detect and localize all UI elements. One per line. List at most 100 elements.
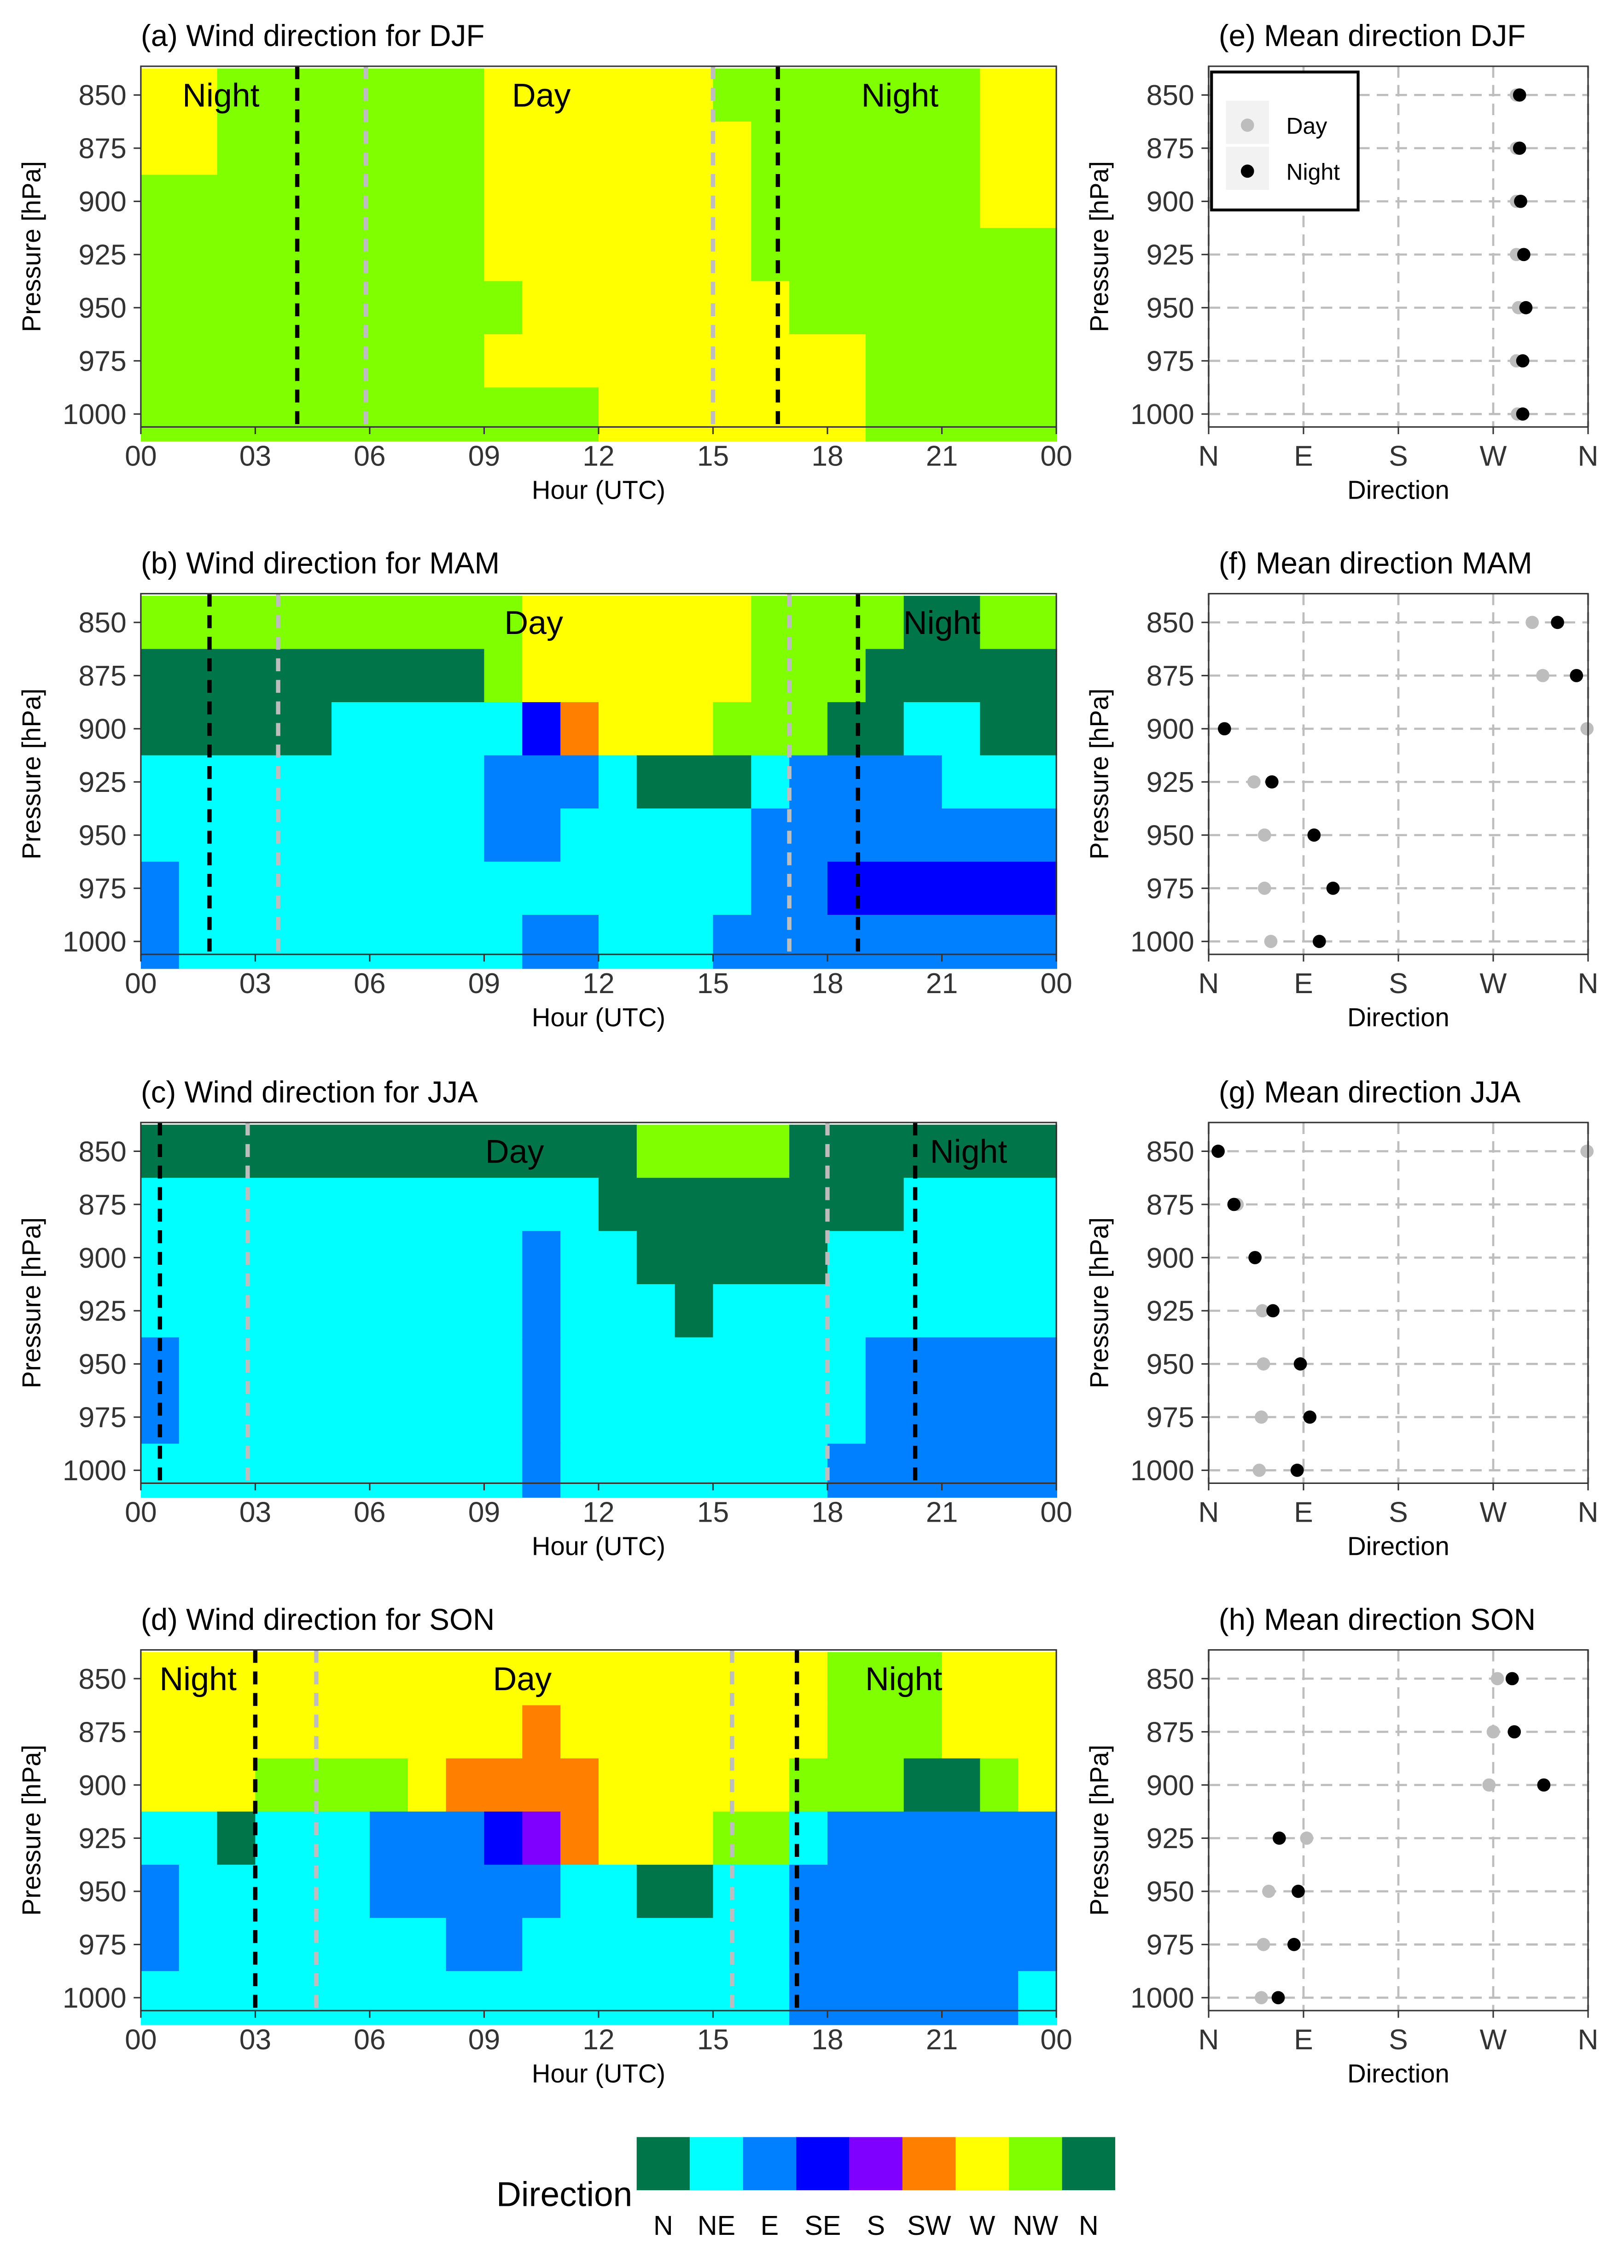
y-tick-label: 875 [79,660,127,692]
x-tick-label: S [1389,440,1408,472]
heatmap-cell [598,1178,905,1232]
x-tick-label: 06 [354,1496,385,1529]
x-tick-label: 09 [468,2024,500,2056]
heatmap-cell [140,808,485,863]
heatmap-cell [903,596,981,650]
y-axis-label: Pressure [hPa] [1084,161,1113,332]
x-tick-label: 12 [582,967,614,1000]
night-point [1266,1304,1280,1318]
heatmap-cell [140,915,180,969]
x-tick-label: N [1577,2024,1598,2056]
x-tick-label: 00 [125,2024,157,2056]
legend-title: Direction [496,2175,633,2213]
heatmap-cell [140,174,485,229]
x-tick-label: 21 [926,440,958,472]
heatmap-cell [140,1918,180,1972]
y-axis-label: Pressure [hPa] [17,161,46,332]
heatmap-cell [140,68,218,122]
heatmap-cell [751,649,867,703]
y-tick-label: 900 [1147,713,1194,745]
heatmap-cell [217,122,485,176]
night-point [1271,1991,1285,2005]
y-tick-label: 1000 [63,398,127,430]
legend-label: NE [698,2210,735,2241]
panel-title: (f) Mean direction MAM [1219,547,1532,580]
heatmap-cell [484,122,752,176]
heatmap-cell [827,702,905,756]
period-annotation: Night [903,605,981,641]
x-tick-label: 03 [239,1496,271,1529]
heatmap-cell [675,1284,714,1338]
legend-swatch [690,2137,743,2191]
period-annotation: Night [930,1133,1007,1170]
heatmap-cell [522,649,752,703]
legend-swatch [796,2137,850,2191]
day-point [1580,722,1594,736]
heatmap-cell [140,1284,524,1338]
heatmap-cell [980,596,1057,650]
period-annotation: Day [485,1133,544,1170]
heatmap-cell [560,1865,638,1919]
night-point [1570,669,1583,682]
period-annotation: Night [861,77,939,114]
y-tick-label: 900 [1147,1769,1194,1802]
period-annotation: Day [504,605,563,641]
heatmap-cell [713,915,1057,969]
heatmap-cell [140,1971,791,2025]
legend-label: SE [804,2210,841,2241]
heatmap-cell [217,68,485,122]
legend-day-label: Day [1286,113,1327,139]
night-point [1537,1778,1551,1792]
x-axis-label: Direction [1347,1532,1449,1561]
heatmap-cell [179,1337,524,1392]
night-point [1312,935,1326,948]
heatmap-cell [522,596,752,650]
heatmap-cell [522,1443,562,1498]
heatmap-cell [560,1390,867,1445]
y-axis-label: Pressure [hPa] [1084,1745,1113,1916]
y-tick-label: 875 [1147,1716,1194,1748]
y-tick-label: 1000 [1130,1454,1194,1487]
heatmap-cell [560,1443,828,1498]
y-tick-label: 900 [1147,186,1194,218]
heatmap-cell [827,861,1057,916]
heatmap-cell [598,387,867,442]
night-point [1517,248,1531,262]
night-point [1292,1884,1305,1898]
heatmap-cell [522,702,562,756]
y-axis-label: Pressure [hPa] [17,1745,46,1916]
x-tick-label: W [1480,967,1507,1000]
x-tick-label: N [1577,440,1598,472]
heatmap-cell [560,1705,828,1760]
y-tick-label: 850 [79,607,127,639]
x-tick-label: 00 [1040,967,1072,1000]
x-tick-label: 18 [811,1496,843,1529]
panel-title: (h) Mean direction SON [1219,1603,1536,1636]
y-tick-label: 850 [1147,607,1194,639]
legend-night-marker [1240,164,1254,178]
heatmap-cell [751,228,791,282]
legend-swatch [849,2137,903,2191]
heatmap-cell [484,68,714,122]
y-tick-label: 975 [79,1402,127,1434]
night-point [1505,1672,1519,1686]
heatmap-cell [179,1865,371,1919]
x-tick-label: 21 [926,1496,958,1529]
heatmap-cell [751,596,905,650]
heatmap-cell [713,1284,1057,1338]
y-tick-label: 950 [1147,1348,1194,1380]
heatmap-cell [789,1758,905,1813]
night-point [1551,616,1564,629]
heatmap-cell [140,334,485,389]
heatmap-cell [522,1284,562,1338]
heatmap-cell [751,281,791,335]
y-tick-label: 875 [1147,660,1194,692]
heatmap-cell [751,174,981,229]
heatmap-cell [484,755,600,809]
heatmap-cell [751,68,981,122]
heatmap-cell [980,1758,1019,1813]
heatmap-cell [598,1758,791,1813]
heatmap-cell [751,808,1057,863]
heatmap-cell [560,1231,638,1285]
y-tick-label: 950 [79,1348,127,1380]
